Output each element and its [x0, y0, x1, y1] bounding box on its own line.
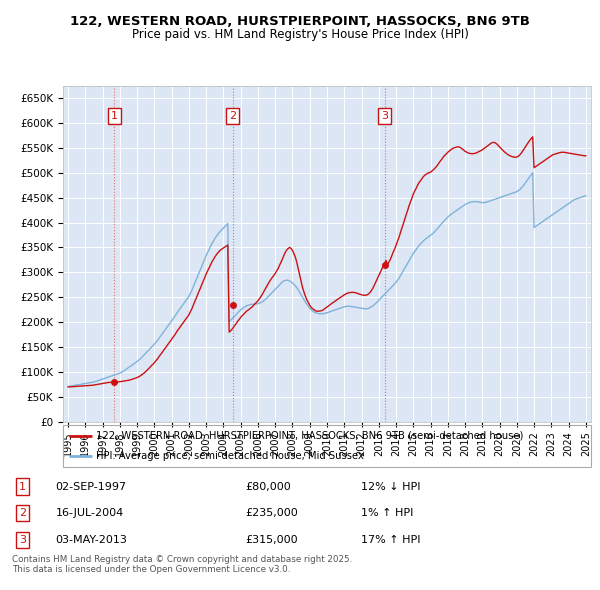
- Text: £235,000: £235,000: [245, 509, 298, 519]
- Text: £315,000: £315,000: [245, 535, 298, 545]
- Text: 1% ↑ HPI: 1% ↑ HPI: [361, 509, 413, 519]
- Text: 3: 3: [19, 535, 26, 545]
- Text: £80,000: £80,000: [245, 481, 290, 491]
- Text: 03-MAY-2013: 03-MAY-2013: [56, 535, 128, 545]
- Text: 12% ↓ HPI: 12% ↓ HPI: [361, 481, 421, 491]
- Text: 122, WESTERN ROAD, HURSTPIERPOINT, HASSOCKS, BN6 9TB: 122, WESTERN ROAD, HURSTPIERPOINT, HASSO…: [70, 15, 530, 28]
- Text: 2: 2: [229, 111, 236, 121]
- Text: Price paid vs. HM Land Registry's House Price Index (HPI): Price paid vs. HM Land Registry's House …: [131, 28, 469, 41]
- Text: HPI: Average price, semi-detached house, Mid Sussex: HPI: Average price, semi-detached house,…: [96, 451, 364, 461]
- Text: 1: 1: [19, 481, 26, 491]
- Text: 3: 3: [381, 111, 388, 121]
- Text: 122, WESTERN ROAD, HURSTPIERPOINT, HASSOCKS, BN6 9TB (semi-detached house): 122, WESTERN ROAD, HURSTPIERPOINT, HASSO…: [96, 431, 523, 441]
- Text: Contains HM Land Registry data © Crown copyright and database right 2025.
This d: Contains HM Land Registry data © Crown c…: [12, 555, 352, 574]
- Text: 17% ↑ HPI: 17% ↑ HPI: [361, 535, 421, 545]
- Text: 2: 2: [19, 509, 26, 519]
- Text: 16-JUL-2004: 16-JUL-2004: [56, 509, 124, 519]
- Text: 02-SEP-1997: 02-SEP-1997: [56, 481, 127, 491]
- Text: 1: 1: [111, 111, 118, 121]
